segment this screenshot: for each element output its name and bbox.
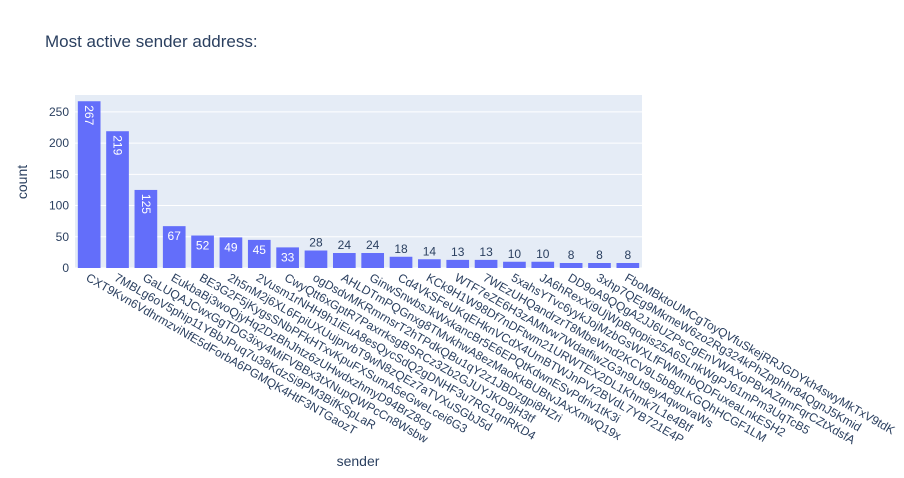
y-tick-label: 100 (49, 199, 69, 213)
value-label: 8 (596, 248, 603, 262)
bar (106, 131, 129, 268)
x-axis-title: sender (337, 453, 380, 469)
value-label: 24 (338, 238, 352, 252)
bar (276, 247, 299, 268)
value-label: 67 (168, 229, 182, 243)
bar (559, 263, 583, 268)
bar (503, 261, 526, 268)
bar (418, 259, 441, 268)
bar (332, 253, 356, 268)
bar (247, 239, 271, 268)
y-axis-title: count (14, 165, 30, 199)
value-label: 33 (281, 250, 295, 264)
bar (162, 226, 186, 268)
value-label: 8 (624, 248, 631, 262)
value-label: 14 (423, 244, 437, 258)
bar (531, 261, 555, 268)
y-tick-label: 0 (62, 261, 69, 275)
bar (389, 256, 413, 268)
value-label: 267 (82, 105, 96, 125)
bar (304, 250, 328, 268)
value-label: 219 (111, 135, 125, 155)
value-label: 10 (536, 247, 550, 261)
bar (134, 189, 158, 268)
y-tick-label: 200 (49, 136, 69, 150)
value-label: 125 (139, 194, 153, 214)
value-label: 24 (366, 238, 380, 252)
bar (474, 259, 498, 268)
y-tick-label: 250 (49, 105, 69, 119)
value-label: 13 (479, 245, 493, 259)
value-label: 18 (394, 242, 408, 256)
bar (191, 235, 214, 268)
bar (588, 263, 611, 268)
y-tick-label: 150 (49, 167, 69, 181)
value-label: 13 (451, 245, 465, 259)
bar (446, 259, 470, 268)
bar (616, 263, 640, 268)
plot-area (75, 95, 642, 268)
value-label: 52 (196, 239, 210, 253)
y-tick-label: 50 (56, 230, 70, 244)
value-label: 49 (224, 240, 238, 254)
bar (219, 237, 243, 268)
value-label: 45 (253, 243, 267, 257)
bar (77, 101, 101, 269)
bar (361, 253, 385, 268)
value-label: 28 (309, 236, 323, 250)
bars (77, 101, 640, 269)
chart-title: Most active sender address: (45, 32, 258, 51)
value-label: 8 (568, 248, 575, 262)
value-label: 10 (508, 247, 522, 261)
